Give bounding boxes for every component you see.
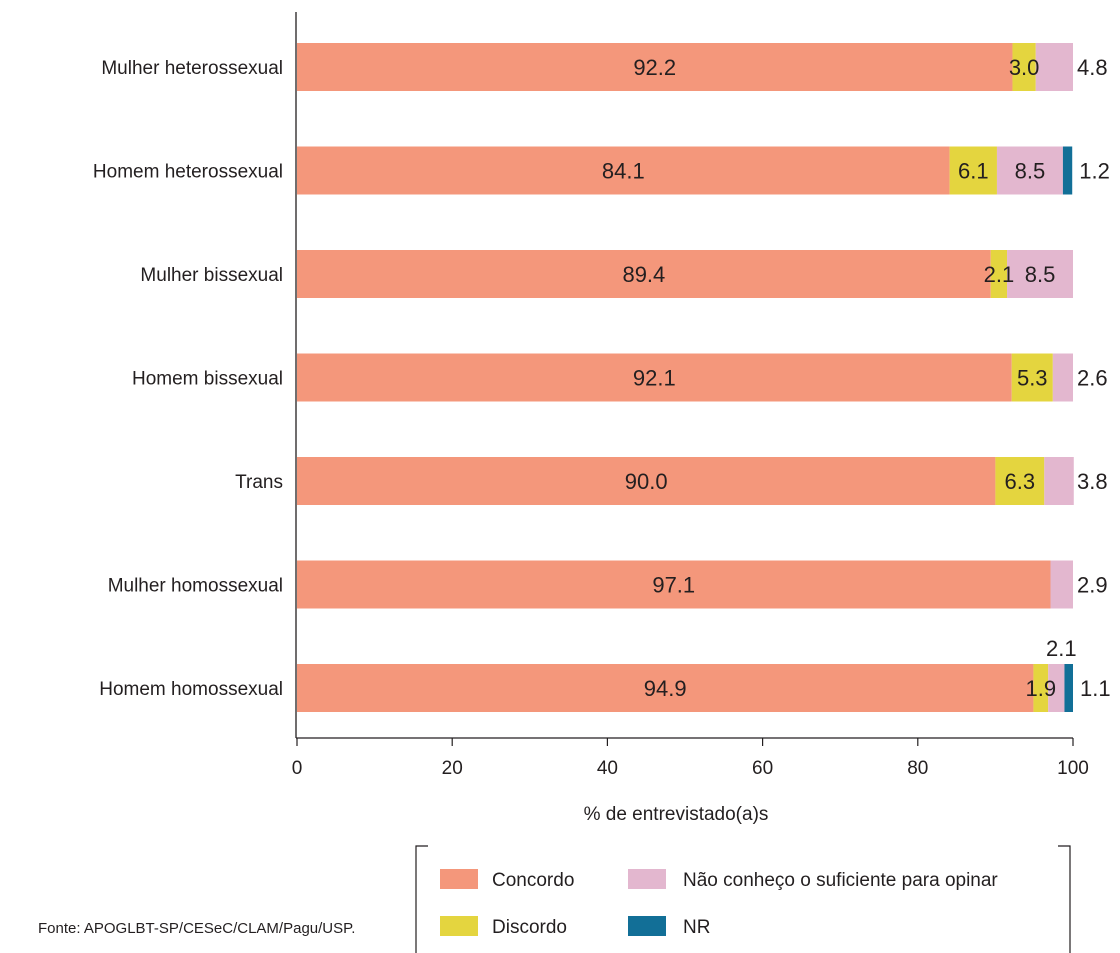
category-label-mulher-bissexual: Mulher bissexual (140, 265, 283, 286)
bar-nao-conheco-o-suficiente-para-opinar-trans (1044, 457, 1074, 505)
x-axis-title: % de entrevistado(a)s (584, 804, 769, 825)
category-labels: Mulher heterossexual Homem heterossexual M… (93, 58, 283, 700)
x-tick-label-60: 60 (752, 758, 773, 779)
x-tick-label-100: 100 (1057, 758, 1089, 779)
legend-bracket-left (415, 845, 428, 953)
x-tick-label-20: 20 (442, 758, 463, 779)
bar-discordo-trans (995, 457, 1045, 505)
legend: Concordo Não conheço o suficiente para o… (415, 845, 1071, 953)
data-label-discordo-homem-homossexual: 1.9 (1025, 676, 1056, 701)
category-label-homem-heterossexual: Homem heterossexual (93, 162, 283, 183)
legend-bracket-right (1058, 845, 1071, 953)
bar-nao-conheco-o-suficiente-para-opinar-homem-bissexual (1052, 353, 1073, 402)
bar-discordo-homem-heterossexual (949, 146, 997, 195)
x-axis-ticks: 0 20 40 60 80 100 (292, 738, 1089, 779)
bar-nao-conheco-o-suficiente-para-opinar-homem-heterossexual (996, 146, 1063, 195)
bar-concordo-mulher-bissexual (297, 250, 991, 298)
bar-nao-conheco-o-suficiente-para-opinar-mulher-bissexual (1007, 250, 1073, 298)
data-label-concordo-mulher-bissexual: 89.4 (622, 262, 665, 287)
category-label-homem-bissexual: Homem bissexual (132, 369, 283, 390)
legend-swatch-nr (628, 916, 666, 936)
bar-concordo-homem-bissexual (297, 353, 1012, 402)
data-label-discordo-homem-bissexual: 5.3 (1017, 366, 1048, 391)
data-label-nr-homem-homossexual: 1.1 (1080, 676, 1111, 701)
data-label-discordo-homem-heterossexual: 6.1 (958, 159, 989, 184)
data-label-discordo-mulher-heterossexual: 3.0 (1009, 55, 1040, 80)
category-label-mulher-homossexual: Mulher homossexual (108, 576, 283, 597)
data-label-nao-conheco-o-suficiente-para-opinar-mulher-bissexual: 8.5 (1025, 262, 1056, 287)
legend-label-nao-conheco: Não conheço o suficiente para opinar (683, 870, 998, 891)
bar-concordo-mulher-heterossexual (297, 43, 1013, 91)
bar-nr-homem-homossexual (1064, 664, 1073, 712)
bar-discordo-mulher-heterossexual (1012, 43, 1036, 91)
x-tick-label-80: 80 (907, 758, 928, 779)
legend-swatch-discordo (440, 916, 478, 936)
category-label-trans: Trans (235, 472, 283, 493)
data-label-concordo-mulher-homossexual: 97.1 (652, 573, 695, 598)
data-label-nao-conheco-o-suficiente-para-opinar-homem-homossexual: 2.1 (1046, 636, 1077, 661)
data-label-discordo-trans: 6.3 (1005, 469, 1036, 494)
category-label-mulher-heterossexual: Mulher heterossexual (101, 58, 283, 79)
legend-label-discordo: Discordo (492, 917, 567, 938)
bar-discordo-mulher-bissexual (990, 250, 1008, 298)
bar-nr-homem-heterossexual (1062, 146, 1073, 195)
legend-label-concordo: Concordo (492, 870, 574, 891)
bars-layer (297, 43, 1074, 712)
data-label-concordo-homem-heterossexual: 84.1 (602, 159, 645, 184)
legend-swatch-nao-conheco (628, 869, 666, 889)
bar-concordo-trans (297, 457, 996, 505)
data-label-concordo-homem-homossexual: 94.9 (644, 676, 687, 701)
bar-concordo-homem-homossexual (297, 664, 1034, 712)
data-label-discordo-mulher-bissexual: 2.1 (984, 262, 1015, 287)
category-label-homem-homossexual: Homem homossexual (99, 679, 283, 700)
data-label-nao-conheco-o-suficiente-para-opinar-mulher-heterossexual: 4.8 (1077, 55, 1108, 80)
data-label-concordo-mulher-heterossexual: 92.2 (633, 55, 676, 80)
legend-swatch-concordo (440, 869, 478, 889)
bar-nao-conheco-o-suficiente-para-opinar-homem-homossexual (1048, 664, 1065, 712)
x-tick-label-0: 0 (292, 758, 303, 779)
data-label-nao-conheco-o-suficiente-para-opinar-mulher-homossexual: 2.9 (1077, 573, 1108, 598)
bar-nao-conheco-o-suficiente-para-opinar-mulher-heterossexual (1035, 43, 1073, 91)
data-label-nao-conheco-o-suficiente-para-opinar-homem-heterossexual: 8.5 (1015, 159, 1046, 184)
data-label-concordo-homem-bissexual: 92.1 (633, 366, 676, 391)
bar-discordo-homem-homossexual (1033, 664, 1049, 712)
bar-concordo-homem-heterossexual (297, 146, 950, 195)
data-label-concordo-trans: 90.0 (625, 469, 668, 494)
data-label-nao-conheco-o-suficiente-para-opinar-homem-bissexual: 2.6 (1077, 366, 1108, 391)
bar-nao-conheco-o-suficiente-para-opinar-mulher-homossexual (1050, 560, 1073, 609)
data-label-nao-conheco-o-suficiente-para-opinar-trans: 3.8 (1077, 469, 1108, 494)
source-note: Fonte: APOGLBT-SP/CESeC/CLAM/Pagu/USP. (38, 920, 355, 937)
data-label-nr-homem-heterossexual: 1.2 (1079, 159, 1110, 184)
x-tick-label-40: 40 (597, 758, 618, 779)
data-labels-layer: 92.2 3.0 4.8 84.1 6.1 8.5 1.2 89.4 2.1 8.5 92.1 5.3… (602, 55, 1111, 701)
legend-label-nr: NR (683, 917, 710, 938)
bar-discordo-homem-bissexual (1011, 353, 1053, 402)
bar-concordo-mulher-homossexual (297, 560, 1051, 609)
